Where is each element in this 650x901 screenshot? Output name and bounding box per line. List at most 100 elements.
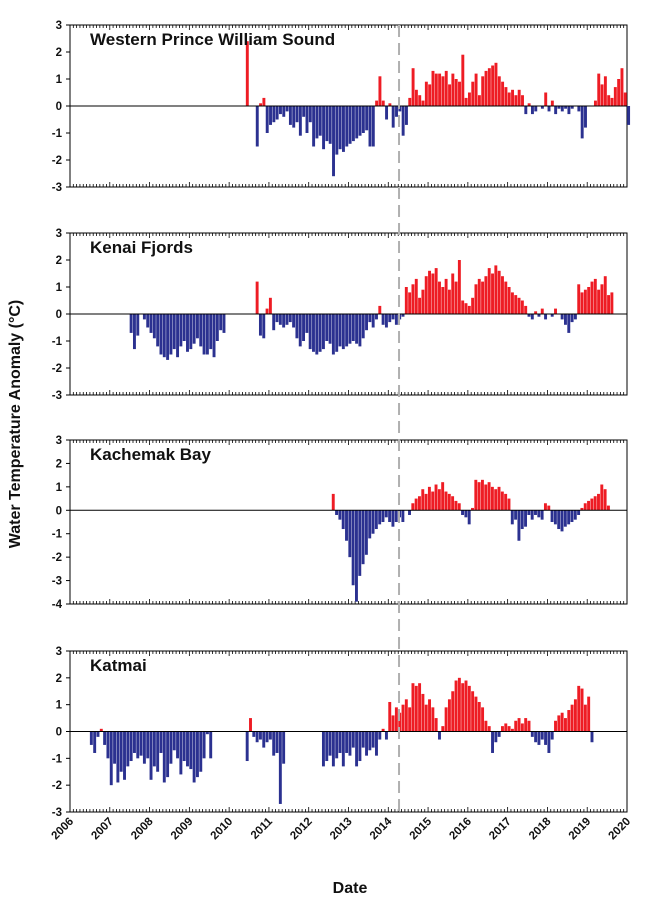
bar-negative — [530, 510, 534, 520]
bar-negative — [318, 314, 322, 352]
bar-positive — [428, 699, 431, 732]
bar-positive — [521, 95, 524, 106]
bar-negative — [494, 731, 498, 743]
y-tick-label: -3 — [52, 390, 62, 402]
bar-positive — [477, 701, 481, 732]
y-tick-label: 3 — [56, 646, 62, 658]
bar-positive — [438, 281, 441, 314]
bar-positive — [441, 482, 445, 511]
bar-negative — [338, 106, 342, 150]
panel-3: -4 -3 -2 -1 0 1 2 3 Kachemak Bay — [52, 435, 628, 611]
y-tick-label: 0 — [56, 309, 62, 321]
bar-positive — [471, 81, 475, 106]
bar-negative — [255, 731, 259, 743]
bar-negative — [96, 731, 100, 737]
bar-positive — [441, 287, 445, 314]
bar-negative — [348, 106, 352, 144]
bar-positive — [441, 76, 445, 106]
bar-positive — [414, 685, 418, 732]
bar-negative — [116, 731, 120, 783]
bar-negative — [361, 314, 365, 339]
bar-positive — [471, 507, 474, 511]
bar-positive — [501, 81, 505, 106]
bar-positive — [451, 691, 455, 732]
bar-negative — [262, 314, 266, 339]
bar-positive — [583, 503, 587, 511]
bar-positive — [434, 73, 438, 106]
bar-negative — [189, 731, 193, 770]
bar-positive — [603, 276, 607, 314]
bar-positive — [524, 718, 528, 732]
bar-positive — [401, 704, 405, 732]
bar-negative — [275, 731, 279, 753]
bar-negative — [348, 731, 352, 756]
bar-negative — [298, 106, 302, 136]
bar-negative — [106, 731, 110, 759]
bar-negative — [371, 731, 375, 748]
bar-negative — [136, 731, 140, 759]
bar-positive — [477, 278, 481, 314]
bar-positive — [517, 89, 521, 106]
bar-positive — [534, 311, 538, 314]
bar-negative — [315, 314, 319, 355]
bar-positive — [454, 281, 458, 314]
bar-positive — [388, 103, 392, 106]
bar-negative — [570, 106, 574, 109]
y-tick-label: 3 — [56, 20, 62, 32]
bar-positive — [580, 292, 584, 314]
y-tick-label: -2 — [52, 155, 62, 167]
bar-positive — [418, 683, 422, 732]
bar-positive — [418, 297, 422, 314]
bar-negative — [328, 731, 332, 756]
bar-negative — [391, 106, 395, 128]
bar-negative — [534, 106, 538, 112]
bar-negative — [302, 106, 306, 117]
bar-negative — [364, 510, 368, 555]
bar-positive — [593, 100, 597, 106]
bar-negative — [341, 314, 345, 350]
bar-negative — [394, 510, 398, 522]
y-tick-label: -2 — [52, 363, 62, 375]
bar-negative — [567, 106, 571, 115]
bar-negative — [202, 731, 206, 759]
bar-positive — [547, 505, 551, 511]
bar-positive — [484, 276, 488, 314]
bars-group — [89, 677, 594, 804]
bar-negative — [275, 106, 279, 120]
y-tick-label: 1 — [56, 482, 63, 494]
bar-positive — [454, 680, 458, 732]
bar-positive — [461, 54, 465, 106]
bar-negative — [176, 731, 180, 759]
bar-positive — [590, 281, 594, 314]
bar-negative — [139, 731, 143, 756]
bar-negative — [328, 314, 332, 344]
bar-positive — [490, 486, 494, 511]
bar-negative — [395, 106, 398, 117]
bar-negative — [365, 106, 369, 131]
bar-negative — [537, 510, 541, 518]
bar-positive — [474, 284, 478, 314]
bar-negative — [351, 106, 355, 142]
bar-positive — [557, 715, 561, 732]
panel-1: -3 -2 -1 0 1 2 3 Western Prince William Sound — [52, 20, 631, 194]
bar-negative — [279, 106, 282, 115]
y-tick-label: 2 — [56, 458, 62, 470]
bar-negative — [205, 314, 209, 355]
bar-positive — [511, 89, 515, 106]
bar-negative — [365, 731, 368, 756]
bar-positive — [520, 723, 524, 732]
bar-negative — [126, 731, 130, 767]
bar-negative — [527, 510, 531, 515]
bar-negative — [550, 314, 554, 317]
panel-title: Kenai Fjords — [90, 238, 193, 257]
bar-negative — [564, 106, 568, 109]
bar-negative — [129, 314, 133, 333]
bar-negative — [401, 510, 405, 522]
bar-positive — [474, 696, 478, 732]
bar-negative — [520, 510, 524, 530]
bar-negative — [368, 510, 372, 539]
bar-negative — [219, 314, 223, 331]
bar-negative — [464, 510, 468, 518]
bar-negative — [335, 510, 339, 515]
bar-positive — [507, 287, 511, 314]
